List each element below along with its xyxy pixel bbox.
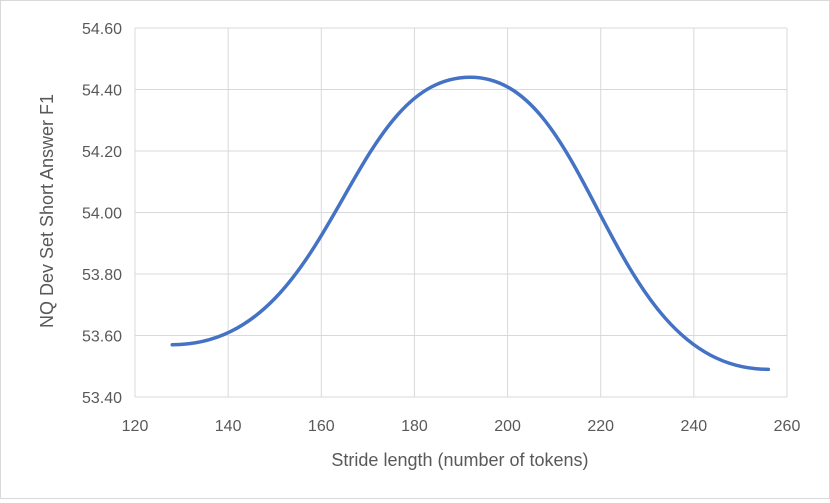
y-tick-label: 54.20 — [82, 144, 122, 161]
y-axis-label: NQ Dev Set Short Answer F1 — [37, 94, 57, 328]
y-tick-label: 54.40 — [82, 83, 122, 100]
y-tick-label: 54.00 — [82, 206, 122, 223]
x-tick-label: 160 — [308, 418, 335, 435]
y-tick-label: 53.40 — [82, 390, 122, 407]
y-tick-label: 53.60 — [82, 329, 122, 346]
x-tick-label: 200 — [494, 418, 521, 435]
x-tick-label: 240 — [681, 418, 708, 435]
y-axis-ticks: 53.40 53.60 53.80 54.00 54.20 54.40 54.60 — [82, 21, 122, 407]
x-tick-label: 120 — [122, 418, 149, 435]
series-group — [172, 77, 768, 369]
x-axis-ticks: 120 140 160 180 200 220 240 260 — [122, 418, 801, 435]
x-tick-label: 260 — [774, 418, 801, 435]
x-tick-label: 140 — [215, 418, 242, 435]
x-tick-label: 180 — [401, 418, 428, 435]
y-tick-label: 53.80 — [82, 267, 122, 284]
series-line — [172, 77, 768, 369]
x-tick-label: 220 — [587, 418, 614, 435]
x-axis-label: Stride length (number of tokens) — [331, 450, 588, 470]
y-tick-label: 54.60 — [82, 21, 122, 38]
